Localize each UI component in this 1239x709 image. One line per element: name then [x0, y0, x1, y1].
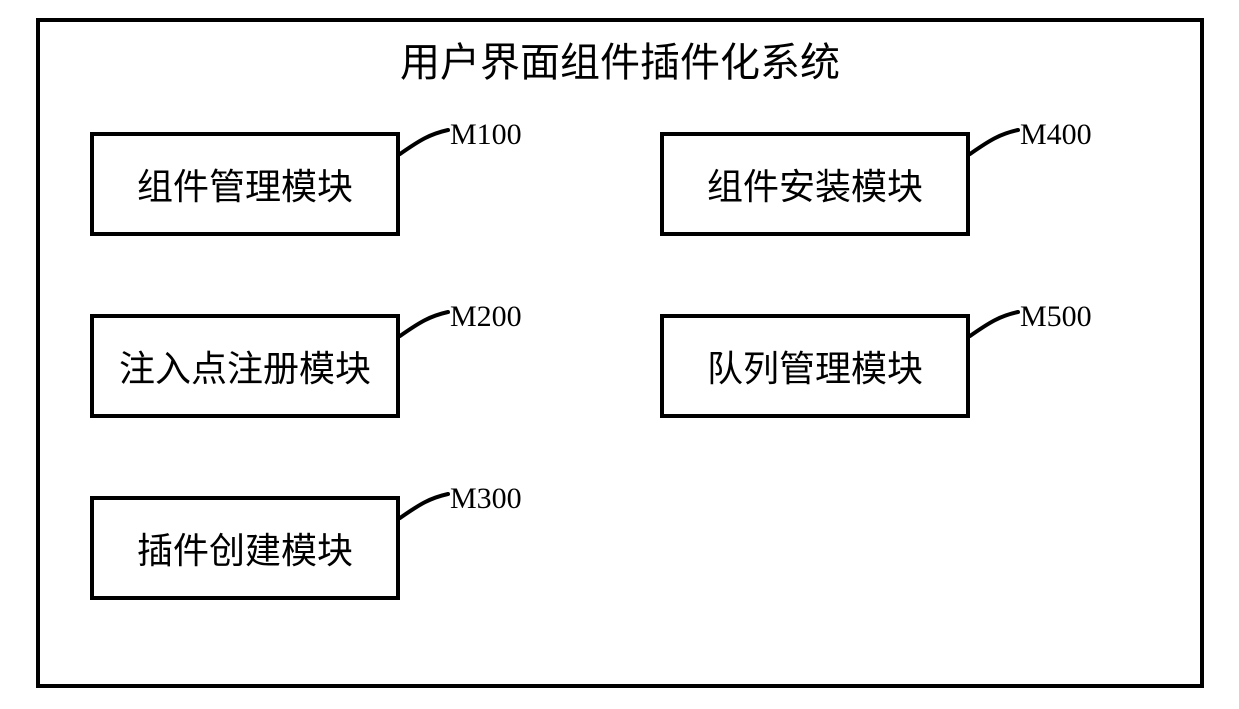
callout-curve-m200 [400, 312, 448, 336]
callout-curve-m300 [400, 494, 448, 518]
callout-layer [0, 0, 1239, 709]
callout-curve-m100 [400, 130, 448, 154]
callout-curve-m500 [970, 312, 1018, 336]
callout-curve-m400 [970, 130, 1018, 154]
